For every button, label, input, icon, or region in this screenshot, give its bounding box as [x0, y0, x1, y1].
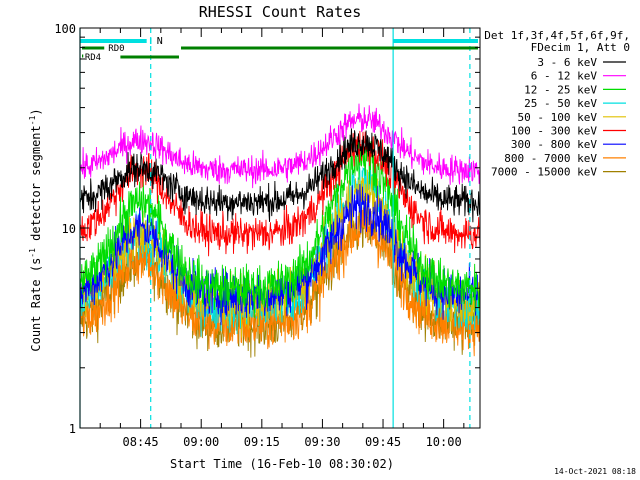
legend-header-2: FDecim 1, Att 0 — [531, 41, 630, 54]
footer-timestamp: 14-Oct-2021 08:18 — [554, 467, 636, 476]
axes: 1 10 100 08:45 09:00 09:15 09:30 09:45 10:00 — [54, 22, 480, 449]
legend: Det 1f,3f,4f,5f,6f,9f, FDecim 1, Att 0 3… — [484, 29, 630, 179]
legend-label: 50 - 100 keV — [518, 111, 598, 124]
legend-label: 100 - 300 keV — [511, 125, 597, 138]
legend-label: 6 - 12 keV — [531, 70, 598, 83]
chart-title: RHESSI Count Rates — [199, 3, 362, 21]
legend-label: 7000 - 15000 keV — [491, 166, 597, 179]
x-axis-label: Start Time (16-Feb-10 08:30:02) — [170, 457, 394, 471]
n-label: N — [157, 36, 163, 47]
x-tick-label: 09:45 — [365, 435, 401, 449]
x-tick-label: 09:15 — [244, 435, 280, 449]
legend-header-1: Det 1f,3f,4f,5f,6f,9f, — [484, 29, 630, 42]
series-line — [79, 103, 481, 189]
series-layer — [79, 103, 481, 358]
x-tick-label: 09:00 — [183, 435, 219, 449]
y-axis-label: Count Rate (s-1 detector segment-1) — [28, 108, 43, 351]
x-tick-label: 09:30 — [304, 435, 340, 449]
y-tick-label: 1 — [69, 422, 76, 436]
rd4-label: RD4 — [85, 53, 101, 63]
legend-label: 800 - 7000 keV — [504, 152, 597, 165]
legend-label: 300 - 800 keV — [511, 138, 597, 151]
legend-label: 12 - 25 keV — [524, 83, 597, 96]
series-line — [79, 139, 481, 318]
y-tick-label: 10 — [62, 222, 76, 236]
legend-label: 25 - 50 keV — [524, 97, 597, 110]
series-line — [79, 130, 481, 257]
state-bars: N RD0 RD4 — [80, 36, 478, 63]
x-tick-label: 10:00 — [426, 435, 462, 449]
rd0-label: RD0 — [108, 44, 124, 54]
x-tick-label: 08:45 — [123, 435, 159, 449]
legend-label: 3 - 6 keV — [537, 56, 597, 69]
series-line — [79, 128, 481, 223]
y-tick-label: 100 — [54, 22, 76, 36]
